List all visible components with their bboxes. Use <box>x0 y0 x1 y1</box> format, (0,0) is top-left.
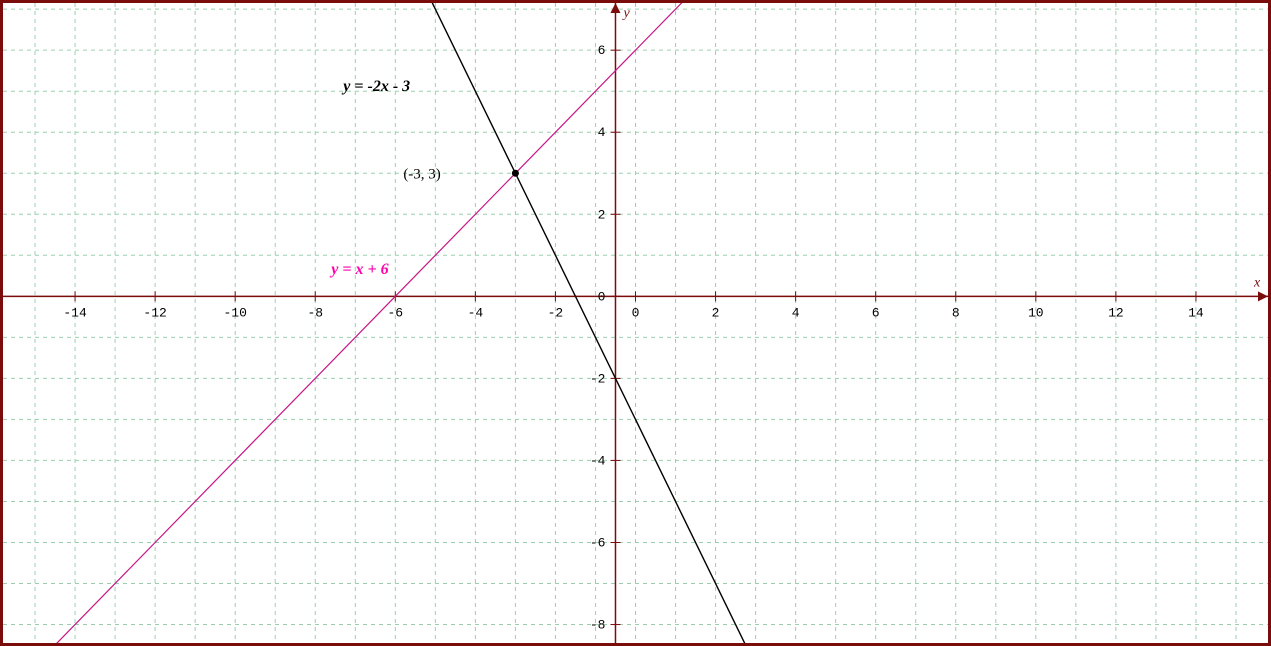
x-tick-label: -12 <box>143 305 166 320</box>
y-tick-label: 4 <box>598 125 606 140</box>
line1-label: y = -2x - 3 <box>341 78 410 95</box>
x-tick-label: 2 <box>712 305 720 320</box>
graph-canvas: x y -14 -12 -10 -8 -6 -4 -2 0 2 4 6 8 10 12 14 -8 -6 -4 -2 0 2… <box>0 0 1271 646</box>
y-tick-label: 2 <box>598 207 606 222</box>
x-tick-label: 12 <box>1108 305 1124 320</box>
x-tick-label: -4 <box>468 305 484 320</box>
x-tick-label: 14 <box>1188 305 1204 320</box>
y-tick-label: -2 <box>590 371 606 386</box>
x-tick-label: -14 <box>63 305 87 320</box>
x-tick-label: -6 <box>388 305 404 320</box>
x-tick-label: 0 <box>632 305 640 320</box>
line2-label: y = x + 6 <box>329 261 388 278</box>
y-tick-label: 0 <box>598 289 606 304</box>
y-tick-label: 6 <box>598 43 606 58</box>
x-tick-label: 6 <box>872 305 880 320</box>
y-tick-label: -6 <box>590 535 606 550</box>
x-tick-label: -10 <box>223 305 246 320</box>
x-tick-label: 10 <box>1028 305 1044 320</box>
x-tick-label: -2 <box>548 305 564 320</box>
x-tick-label: -8 <box>307 305 323 320</box>
intersection-point-label: (-3, 3) <box>403 166 441 182</box>
intersection-point <box>512 170 519 177</box>
x-tick-label: 4 <box>792 305 800 320</box>
x-tick-label: 8 <box>952 305 960 320</box>
y-tick-label: -4 <box>590 453 606 468</box>
x-axis-label: x <box>1253 275 1261 290</box>
y-tick-label: -8 <box>590 618 606 633</box>
coordinate-plane: x y -14 -12 -10 -8 -6 -4 -2 0 2 4 6 8 10 12 14 -8 -6 -4 -2 0 2… <box>0 0 1271 646</box>
y-axis-label: y <box>621 6 630 21</box>
